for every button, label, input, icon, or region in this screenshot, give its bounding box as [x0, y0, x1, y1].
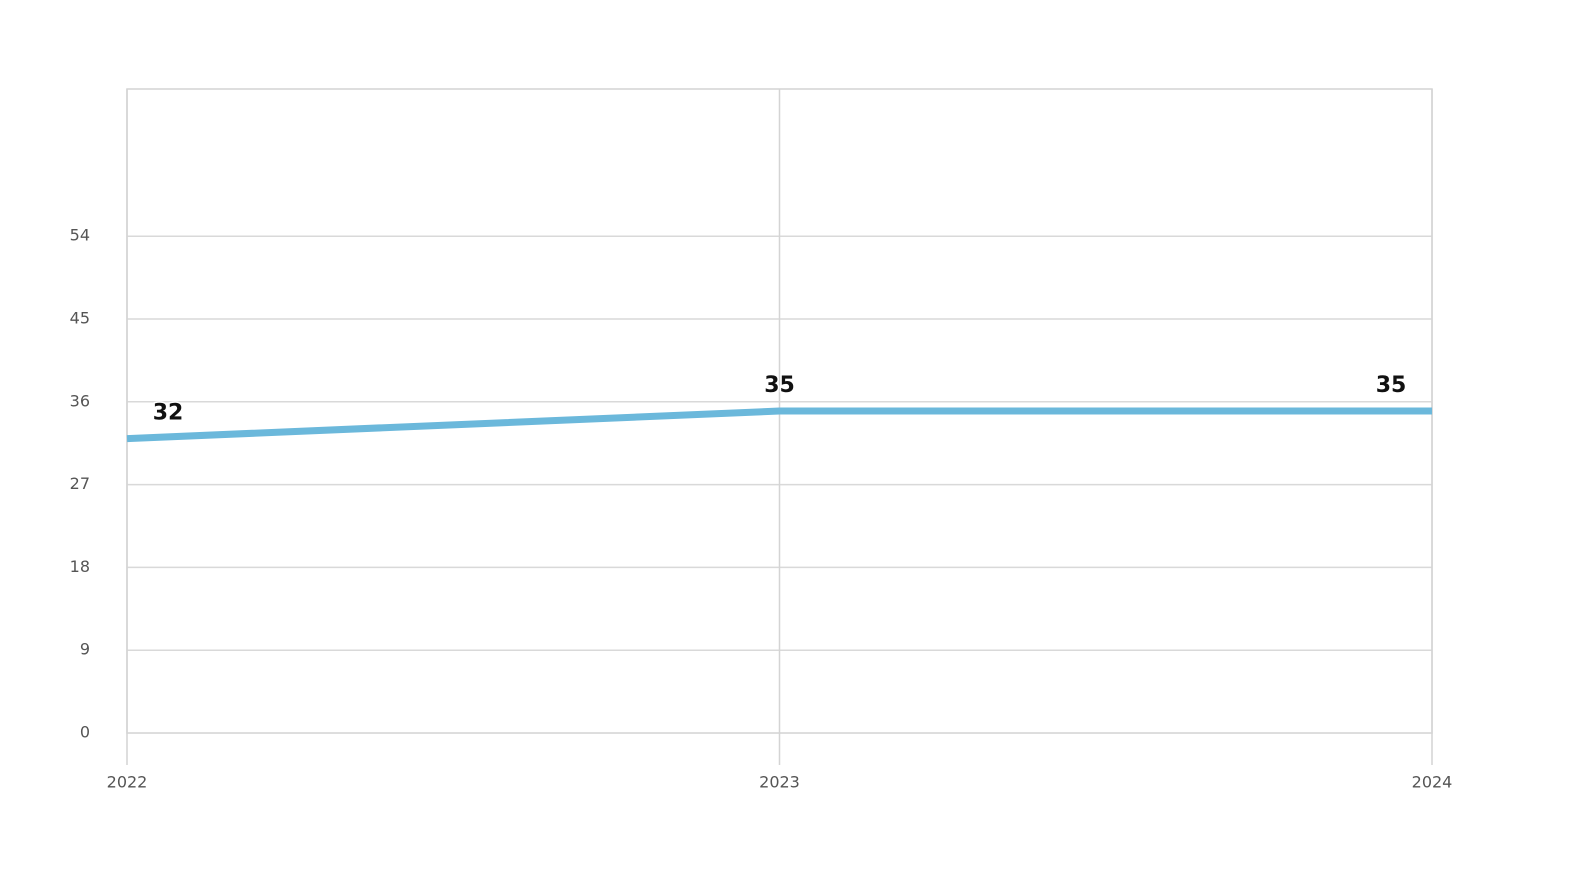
x-tick-label: 2022 [107, 773, 148, 792]
y-tick-label: 36 [70, 391, 90, 410]
line [126, 407, 1432, 443]
x-tick-label: 2023 [759, 773, 800, 792]
y-tick-label: 54 [70, 226, 90, 245]
data-label: 32 [153, 401, 184, 426]
data-label: 35 [1376, 373, 1407, 398]
data-label: 35 [764, 373, 795, 398]
y-tick-label: 45 [70, 309, 90, 328]
x-tick-label: 2024 [1412, 773, 1453, 792]
y-tick-label: 18 [70, 557, 90, 576]
y-tick-label: 0 [80, 723, 90, 742]
y-tick-label: 9 [80, 640, 90, 659]
y-tick-label: 27 [70, 474, 90, 493]
